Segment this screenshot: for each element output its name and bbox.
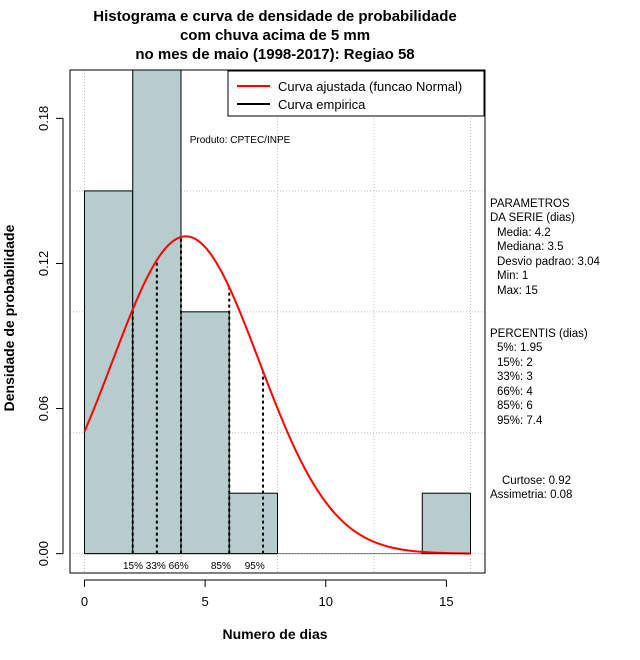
x-axis-label: Numero de dias: [222, 626, 327, 642]
x-tick-label: 10: [319, 594, 333, 609]
legend-label-empirical: Curva empirica: [278, 97, 366, 112]
plot-frame: [69, 69, 486, 574]
histogram-bar: [228, 492, 278, 555]
params-title-2: DA SERIE (dias): [490, 212, 575, 224]
histogram-bar: [180, 311, 230, 555]
param-max: Max: 15: [497, 285, 538, 297]
x-tick-label: 15: [439, 594, 453, 609]
percentil-95: 95%: 7.4: [497, 415, 543, 427]
percentile-lines: [131, 236, 265, 554]
normal-fit-curve: [83, 235, 471, 555]
param-min: Min: 1: [497, 270, 528, 282]
y-axis-label: Densidade de probabilidade: [1, 224, 17, 411]
param-mediana: Mediana: 3.5: [497, 241, 564, 253]
param-media: Media: 4.2: [497, 227, 551, 239]
percentil-5: 5%: 1.95: [497, 342, 542, 354]
param-desvio: Desvio padrao: 3.04: [497, 256, 601, 268]
chart-title-line-3: no mes de maio (1998-2017): Regiao 58: [135, 46, 414, 63]
legend-label-fit: Curva ajustada (funcao Normal): [278, 79, 462, 94]
chart-title-line-1: Histograma e curva de densidade de proba…: [93, 8, 456, 25]
percentile-labels: 15% 33% 66% 85% 95%: [123, 561, 265, 572]
y-tick-label: 0.18: [36, 106, 51, 131]
histogram-bar: [421, 492, 472, 555]
y-tick-label: 0.12: [36, 251, 51, 276]
y-tick-label: 0.06: [36, 396, 51, 421]
y-tick-label: 0.00: [36, 541, 51, 566]
chart-title-line-2: com chuva acima de 5 mm: [180, 27, 370, 44]
y-axis: 0.00 0.06 0.12 0.18: [36, 106, 64, 566]
assimetria-value: Assimetria: 0.08: [490, 489, 572, 501]
percentil-85: 85%: 6: [497, 400, 533, 412]
curtose-value: Curtose: 0.92: [502, 475, 571, 487]
params-title-1: PARAMETROS: [490, 198, 570, 210]
percentil-66: 66%: 4: [497, 386, 533, 398]
percentil-33: 33%: 3: [497, 371, 533, 383]
legend: Curva ajustada (funcao Normal) Curva emp…: [227, 70, 485, 117]
x-tick-label: 0: [81, 594, 88, 609]
stats-panel: PARAMETROS DA SERIE (dias) Media: 4.2 Me…: [490, 198, 601, 501]
legend-box: [227, 70, 485, 117]
percentil-15: 15%: 2: [497, 357, 533, 369]
x-axis: 0 5 10 15: [81, 579, 454, 609]
product-annotation: Produto: CPTEC/INPE: [190, 135, 291, 146]
percentis-title: PERCENTIS (dias): [490, 328, 588, 340]
x-tick-label: 5: [201, 594, 208, 609]
